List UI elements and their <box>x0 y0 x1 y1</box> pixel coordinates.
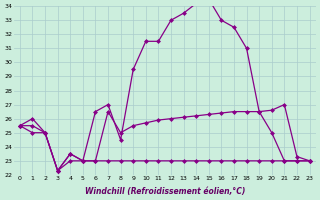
X-axis label: Windchill (Refroidissement éolien,°C): Windchill (Refroidissement éolien,°C) <box>84 187 245 196</box>
